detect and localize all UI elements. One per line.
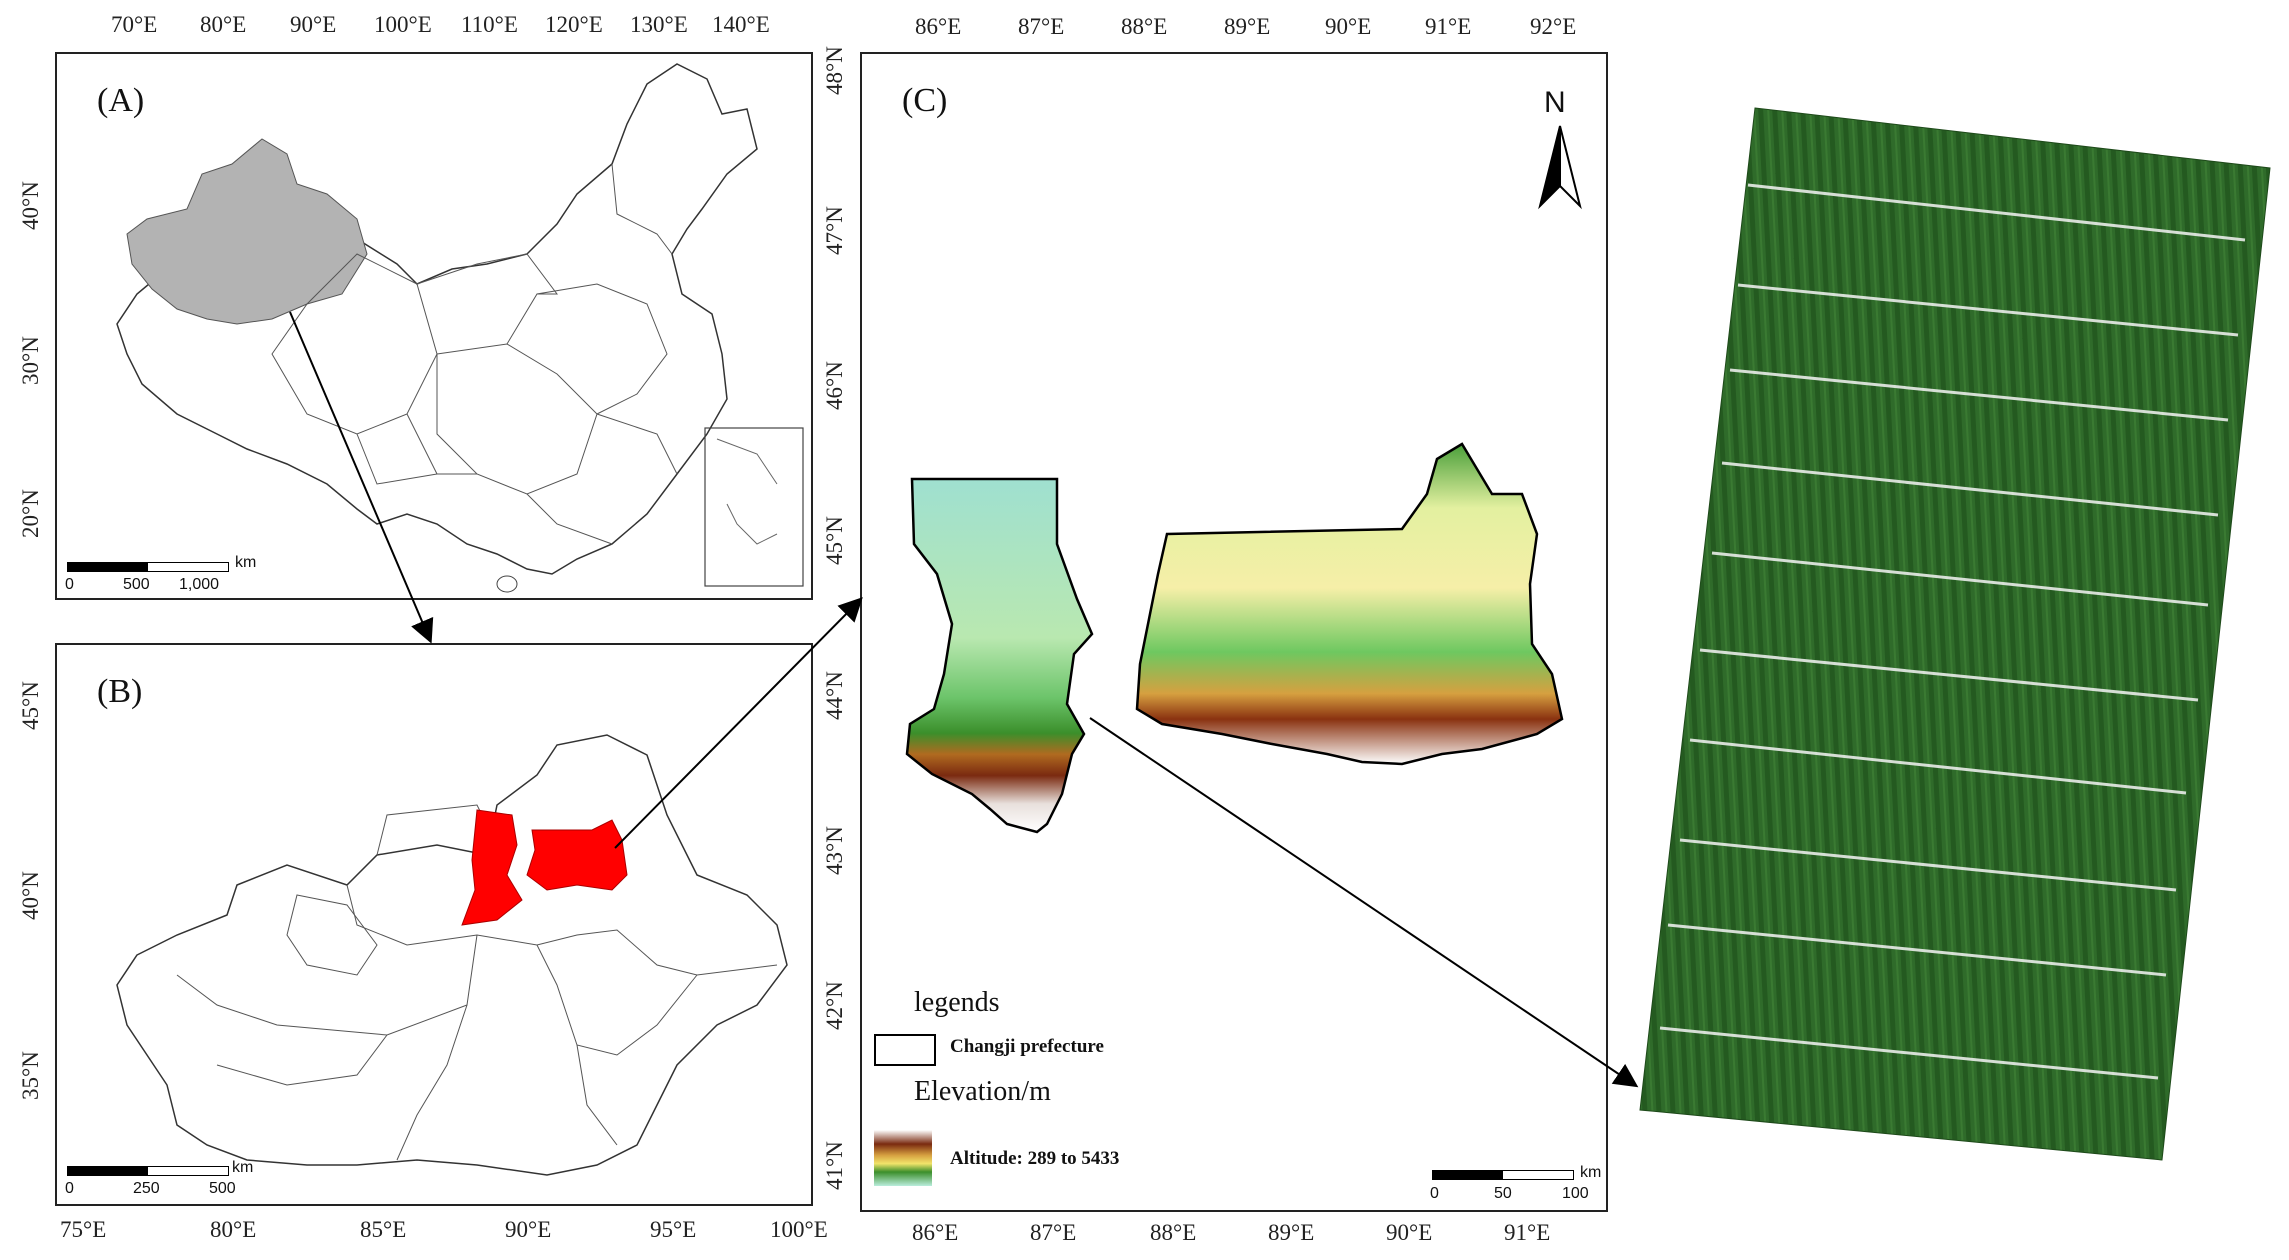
tick-c-top-3: 89°E	[1224, 14, 1271, 39]
tick-a-top-5: 120°E	[545, 12, 603, 37]
elevation-map	[905, 442, 1564, 834]
panel-a-label: (A)	[97, 82, 145, 119]
china-outline	[116, 63, 758, 575]
tick-a-top-0: 70°E	[111, 12, 158, 37]
north-label: N	[1544, 86, 1566, 119]
tick-c-top-5: 91°E	[1425, 14, 1472, 39]
tick-c-bottom-4: 90°E	[1386, 1220, 1433, 1245]
north-arrow-icon	[1538, 125, 1582, 210]
tick-a-top-6: 130°E	[630, 12, 688, 37]
tick-a-top-7: 140°E	[712, 12, 770, 37]
scalebar-b	[67, 1166, 229, 1176]
tick-c-bottom-1: 87°E	[1030, 1220, 1077, 1245]
panel-a-china-map: (A) km 0 500 1,000	[55, 52, 813, 600]
changji-east	[526, 819, 628, 891]
legend-boundary-label: Changji prefecture	[950, 1036, 1104, 1057]
tick-a-top-4: 110°E	[461, 12, 518, 37]
scalebar-c	[1432, 1170, 1574, 1180]
tick-c-top-2: 88°E	[1121, 14, 1168, 39]
south-china-sea-inset	[704, 427, 804, 587]
tick-c-top-6: 92°E	[1530, 14, 1577, 39]
tick-c-top-4: 90°E	[1325, 14, 1372, 39]
changji-west	[461, 809, 523, 926]
tick-b-bottom-2: 85°E	[360, 1217, 407, 1242]
tick-c-top-0: 86°E	[915, 14, 962, 39]
tick-a-top-2: 90°E	[290, 12, 337, 37]
tick-b-bottom-3: 90°E	[505, 1217, 552, 1242]
tick-b-bottom-0: 75°E	[60, 1217, 107, 1242]
tick-a-top-1: 80°E	[200, 12, 247, 37]
legend-boundary-swatch	[874, 1034, 936, 1066]
panel-b-label: (B)	[97, 673, 143, 710]
panel-c-label: (C)	[902, 82, 948, 119]
tick-a-top-3: 100°E	[374, 12, 432, 37]
tick-c-bottom-0: 86°E	[912, 1220, 959, 1245]
tick-b-bottom-1: 80°E	[210, 1217, 257, 1242]
legend-title: legends	[914, 987, 1000, 1018]
tick-c-bottom-2: 88°E	[1150, 1220, 1197, 1245]
tick-b-bottom-5: 100°E	[770, 1217, 828, 1242]
legend-elevation-title: Elevation/m	[914, 1076, 1051, 1107]
xinjiang-region	[126, 138, 368, 325]
tick-c-bottom-5: 91°E	[1504, 1220, 1551, 1245]
tick-b-bottom-4: 95°E	[650, 1217, 697, 1242]
scalebar-a	[67, 562, 229, 572]
tick-c-top-1: 87°E	[1018, 14, 1065, 39]
tick-c-bottom-3: 89°E	[1268, 1220, 1315, 1245]
legend-elevation-label: Altitude: 289 to 5433	[950, 1148, 1120, 1169]
legend-elevation-swatch	[874, 1130, 932, 1186]
changji-west-relief	[905, 477, 1094, 834]
